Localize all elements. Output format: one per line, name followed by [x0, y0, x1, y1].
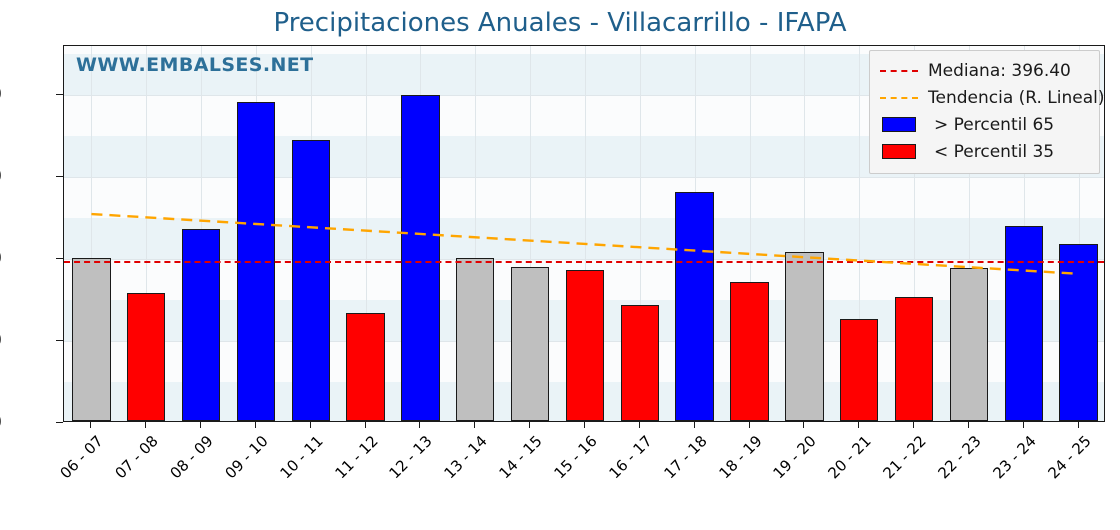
- x-axis-tick-mark: [1077, 422, 1079, 428]
- y-axis-tick-label: 0: [0, 411, 2, 433]
- gridline-vertical: [969, 46, 970, 421]
- legend-swatch-icon: [882, 117, 916, 132]
- x-axis-tick-mark: [693, 422, 695, 428]
- gridline-horizontal: [64, 177, 1104, 179]
- bar: [456, 258, 495, 421]
- legend-dashed-line-icon: [880, 96, 918, 99]
- x-axis-tick-mark: [638, 422, 640, 428]
- x-axis-tick-mark: [1022, 422, 1024, 428]
- y-axis-tick-mark: [56, 340, 63, 342]
- legend: Mediana: 396.40 Tendencia (R. Lineal) > Pe…: [869, 50, 1105, 174]
- bar: [510, 267, 550, 421]
- legend-item-label: > Percentil 65: [934, 114, 1055, 135]
- page-title: Precipitaciones Anuales - Villacarrillo …: [273, 8, 847, 38]
- x-axis-tick-mark: [803, 422, 805, 428]
- gridline-horizontal: [64, 259, 1104, 261]
- chart-figure: Precipitaciones Anuales - Villacarrillo …: [0, 8, 1105, 483]
- gridline-vertical: [475, 46, 476, 421]
- x-axis-tick-mark: [748, 422, 750, 428]
- y-axis-tick-mark: [56, 94, 63, 96]
- legend-item: Tendencia (R. Lineal): [878, 84, 1105, 111]
- x-axis-tick-mark: [529, 422, 531, 428]
- x-axis-tick-mark: [254, 422, 256, 428]
- x-axis-tick-mark: [913, 422, 915, 428]
- x-axis-tick-mark: [200, 422, 202, 428]
- legend-item: < Percentil 35: [878, 138, 1091, 165]
- legend-item: Mediana: 396.40: [878, 57, 1091, 84]
- bar: [401, 95, 440, 421]
- gridline-vertical: [804, 46, 805, 421]
- bar: [949, 268, 989, 421]
- y-axis-tick-label: 600: [0, 165, 2, 187]
- gridline-vertical: [366, 46, 367, 421]
- legend-item-label: < Percentil 35: [934, 141, 1055, 162]
- gridline-vertical: [640, 46, 641, 421]
- bar: [730, 282, 769, 421]
- legend-item: > Percentil 65: [878, 111, 1091, 138]
- gridline-horizontal: [64, 95, 1104, 97]
- gridline-vertical: [530, 46, 531, 421]
- bar: [620, 305, 660, 421]
- legend-item-label: Mediana: 396.40: [928, 60, 1071, 81]
- y-axis-tick-mark: [56, 422, 63, 423]
- legend-dashed-line-icon: [880, 69, 918, 72]
- gridline-vertical: [750, 46, 751, 421]
- legend-item-label: Tendencia (R. Lineal): [928, 87, 1105, 108]
- bar: [840, 318, 879, 421]
- x-axis-tick-mark: [419, 422, 421, 428]
- x-axis-tick-mark: [364, 422, 366, 428]
- gridline-vertical: [914, 46, 915, 421]
- legend-key-box: [878, 144, 920, 159]
- bar: [675, 191, 714, 421]
- y-axis-tick-mark: [56, 258, 63, 260]
- gridline-vertical: [1079, 46, 1080, 421]
- bar: [291, 140, 330, 421]
- median-reference-line: [64, 260, 1104, 263]
- legend-key-line: [878, 69, 920, 72]
- x-axis-tick-mark: [145, 422, 147, 428]
- x-axis-tick-label: 06 - 07: [56, 432, 108, 483]
- bar: [1004, 225, 1043, 421]
- x-axis-tick-mark: [309, 422, 311, 428]
- legend-key-box: [878, 117, 920, 132]
- x-axis-tick-mark: [858, 422, 860, 428]
- bar: [127, 292, 166, 421]
- x-axis-tick-mark: [474, 422, 476, 428]
- gridline-vertical: [146, 46, 147, 421]
- x-axis-tick-mark: [584, 422, 585, 428]
- watermark-label: WWW.EMBALSES.NET: [76, 54, 314, 76]
- legend-swatch-icon: [882, 144, 916, 159]
- gridline-vertical: [585, 46, 586, 421]
- x-axis-tick-mark: [90, 422, 92, 428]
- trend-line: [91, 212, 1079, 276]
- gridline-vertical: [91, 46, 92, 421]
- gridline-vertical: [859, 46, 860, 421]
- y-axis-tick-label: 800: [0, 83, 2, 105]
- bar: [894, 297, 934, 421]
- y-axis-tick-mark: [56, 176, 63, 178]
- bar: [346, 312, 385, 421]
- bar: [565, 270, 605, 421]
- bar: [785, 252, 824, 421]
- legend-key-line: [878, 96, 920, 99]
- y-axis-tick-label: 200: [0, 329, 2, 351]
- y-axis-tick-label: 400: [0, 247, 2, 269]
- bar: [72, 257, 111, 421]
- x-axis-tick-mark: [967, 422, 969, 428]
